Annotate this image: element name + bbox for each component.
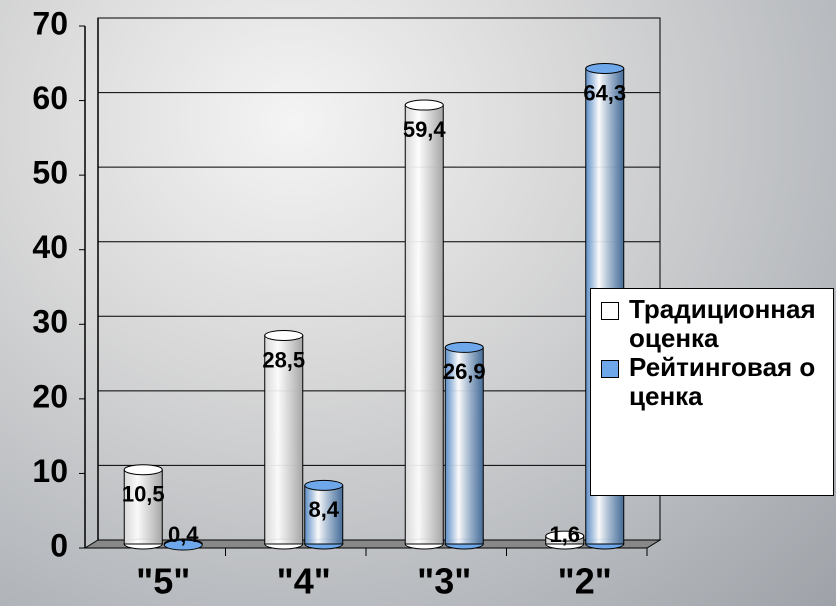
legend-label: Рейтинговая оценка [629, 352, 816, 411]
y-tick-label: 20 [32, 378, 68, 414]
y-tick-label: 30 [32, 304, 68, 340]
y-tick-label: 50 [32, 155, 68, 191]
bar-top [163, 539, 203, 551]
bar-shade [304, 485, 343, 544]
bar-top [123, 464, 163, 476]
data-label: 8,4 [308, 497, 339, 522]
bar-top [545, 530, 585, 542]
data-label: 10,5 [122, 482, 165, 507]
x-tick-label: "4" [277, 561, 331, 602]
data-label: 28,5 [262, 347, 305, 372]
data-label: 59,4 [403, 117, 447, 142]
legend-label: Традиционная оценка [629, 294, 816, 353]
data-label: 1,6 [549, 522, 580, 547]
legend-swatch [601, 302, 619, 320]
bar-shade [405, 105, 444, 544]
bar-top [304, 479, 344, 491]
bar-shade [124, 469, 163, 544]
bar-top [444, 341, 484, 353]
data-label: 64,3 [583, 80, 626, 105]
x-tick-label: "5" [136, 561, 190, 602]
x-tick-label: "2" [558, 561, 612, 602]
y-tick-label: 60 [32, 80, 68, 116]
legend-entry: Традиционная оценка [597, 295, 833, 353]
data-label: 0,4 [168, 522, 199, 547]
legend: Традиционная оценка Рейтинговая оценка [590, 288, 834, 496]
bar-top [264, 329, 304, 341]
legend-swatch [601, 360, 619, 378]
y-tick-label: 40 [32, 229, 68, 265]
y-tick-label: 10 [32, 453, 68, 489]
bar-top [404, 99, 444, 111]
y-tick-label: 70 [32, 5, 68, 41]
y-tick-label: 0 [50, 527, 68, 563]
bar-top [585, 63, 625, 75]
bar-shade [264, 335, 303, 544]
legend-entry: Рейтинговая оценка [597, 353, 833, 411]
bar-shade [445, 347, 484, 544]
x-tick-label: "3" [417, 561, 471, 602]
data-label: 26,9 [443, 359, 486, 384]
plot-wall [97, 17, 661, 541]
